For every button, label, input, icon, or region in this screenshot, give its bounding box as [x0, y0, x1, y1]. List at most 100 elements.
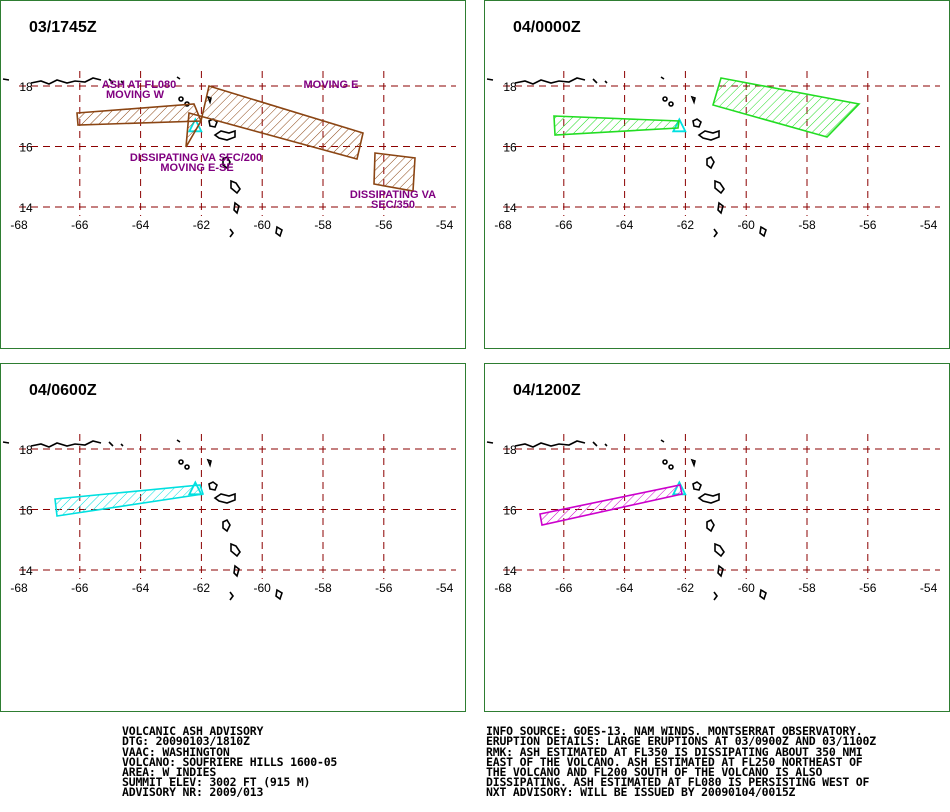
- island-outline: [233, 564, 240, 578]
- lon-tick-label: -54: [920, 218, 938, 232]
- island-outline: [30, 77, 102, 85]
- map-canvas: 18 16 14 -68 -66 -64 -62 -60 -58 -56 -54: [2, 434, 456, 601]
- island-outline: [668, 464, 674, 470]
- island-outline: [692, 481, 702, 491]
- remarks-line: EAST OF THE VOLCANO. ASH ESTIMATED AT FL…: [486, 754, 863, 769]
- island-outline: [229, 228, 234, 238]
- map-panel-2: 18 16 14 -68 -66 -64 -62 -60 -58 -56 -54 04/0000Z: [484, 0, 950, 349]
- ash-label: DISSIPATING VA SFC/200: [130, 152, 262, 164]
- island-outline: [233, 201, 240, 215]
- ash-polygon: [712, 77, 861, 138]
- island-outline: [690, 95, 696, 105]
- lon-tick-label: -60: [738, 581, 756, 595]
- lon-tick-label: -60: [738, 218, 756, 232]
- map-panel-1: 18 16 14 -68 -66 -64 -62 -60 -58 -56 -54 ASH AT FL0…: [0, 0, 466, 349]
- ash-label: MOVING W: [106, 89, 165, 101]
- lon-tick-label: -56: [859, 218, 877, 232]
- map-panel-3: 18 16 14 -68 -66 -64 -62 -60 -58 -56 -54 04/0600Z: [0, 363, 466, 712]
- island-outline: [176, 439, 181, 443]
- lon-tick-label: -62: [193, 581, 211, 595]
- remarks-line: DISSIPATING. ASH ESTIMATED AT FL080 IS P…: [486, 775, 870, 790]
- remarks-line: THE VOLCANO AND FL200 SOUTH OF THE VOLCA…: [486, 765, 823, 780]
- lat-tick-label: 16: [503, 504, 517, 518]
- ash-label: SEC/350: [371, 199, 415, 211]
- lat-tick-label: 16: [19, 504, 33, 518]
- advisory-summit: SUMMIT ELEV: 3002 FT (915 M): [122, 775, 311, 790]
- island-outline: [660, 76, 665, 80]
- island-outline: [713, 228, 718, 238]
- lon-tick-label: -66: [555, 581, 573, 595]
- island-outline: [592, 441, 598, 447]
- island-outline: [717, 201, 724, 215]
- island-outline: [213, 129, 236, 141]
- remarks-line: INFO SOURCE: GOES-13. NAM WINDS. MONTSER…: [486, 724, 863, 739]
- island-outline: [108, 441, 114, 447]
- ash-polygon: [373, 152, 416, 192]
- ash-label: DISSIPATING VA: [350, 189, 436, 201]
- island-outline: [662, 96, 668, 102]
- lon-tick-label: -62: [677, 218, 695, 232]
- island-outline: [690, 458, 696, 468]
- advisory-header: VOLCANIC ASH ADVISORY: [122, 724, 264, 739]
- island-outline: [717, 564, 724, 578]
- lat-tick-label: 18: [503, 80, 517, 94]
- lon-tick-label: -62: [677, 581, 695, 595]
- island-outline: [120, 80, 124, 84]
- lon-tick-label: -54: [920, 581, 938, 595]
- island-outline: [120, 443, 124, 447]
- ash-label: ASH AT FL080: [102, 79, 177, 91]
- lon-tick-label: -62: [193, 218, 211, 232]
- ash-label: MOVING E: [303, 79, 358, 91]
- advisory-volcano: VOLCANO: SOUFRIERE HILLS 1600-05: [122, 754, 338, 769]
- panel-title: 04/0600Z: [29, 382, 97, 399]
- advisory-vaac: VAAC: WASHINGTON: [122, 744, 230, 759]
- island-outline: [697, 492, 720, 504]
- island-outline: [706, 155, 715, 170]
- lon-tick-label: -66: [555, 218, 573, 232]
- lon-tick-label: -58: [314, 581, 332, 595]
- lon-tick-label: -56: [375, 218, 393, 232]
- island-outline: [2, 78, 10, 81]
- ash-polygon: [539, 484, 683, 526]
- lat-tick-label: 14: [19, 564, 33, 578]
- island-outline: [229, 591, 234, 601]
- advisory-dtg: DTG: 20090103/1810Z: [122, 734, 250, 749]
- island-outline: [662, 459, 668, 465]
- island-outline: [692, 118, 702, 128]
- lon-tick-label: -68: [10, 581, 28, 595]
- lon-tick-label: -54: [436, 218, 454, 232]
- lon-tick-label: -66: [71, 581, 89, 595]
- island-outline: [222, 518, 231, 533]
- island-outline: [714, 542, 725, 558]
- advisory-number: ADVISORY NR: 2009/013: [122, 785, 264, 800]
- lon-tick-label: -64: [132, 218, 150, 232]
- lat-tick-label: 14: [19, 201, 33, 215]
- island-outline: [713, 591, 718, 601]
- remarks-line: NXT ADVISORY: WILL BE ISSUED BY 20090104…: [486, 785, 796, 800]
- island-outline: [486, 441, 494, 444]
- map-canvas: 18 16 14 -68 -66 -64 -62 -60 -58 -56 -54: [486, 434, 940, 601]
- island-outline: [222, 155, 231, 170]
- lat-tick-label: 18: [19, 80, 33, 94]
- ash-polygon: [553, 115, 680, 136]
- panel-title: 03/1745Z: [29, 19, 97, 36]
- lon-tick-label: -54: [436, 581, 454, 595]
- island-outline: [275, 588, 283, 601]
- panel-title: 04/1200Z: [513, 382, 581, 399]
- island-outline: [759, 225, 767, 238]
- lon-tick-label: -64: [616, 581, 634, 595]
- lat-tick-label: 14: [503, 201, 517, 215]
- island-outline: [697, 129, 720, 141]
- island-outline: [604, 443, 608, 447]
- island-outline: [208, 481, 218, 491]
- ash-polygon: [76, 103, 203, 126]
- remarks-line: RMK: ASH ESTIMATED AT FL350 IS DISSIPATI…: [486, 744, 863, 759]
- island-outline: [592, 78, 598, 84]
- map-panel-4: 18 16 14 -68 -66 -64 -62 -60 -58 -56 -54 04/1200Z: [484, 363, 950, 712]
- island-outline: [514, 77, 586, 85]
- lon-tick-label: -56: [859, 581, 877, 595]
- island-outline: [230, 179, 241, 195]
- lon-tick-label: -68: [494, 581, 512, 595]
- island-outline: [514, 440, 586, 448]
- island-outline: [668, 101, 674, 107]
